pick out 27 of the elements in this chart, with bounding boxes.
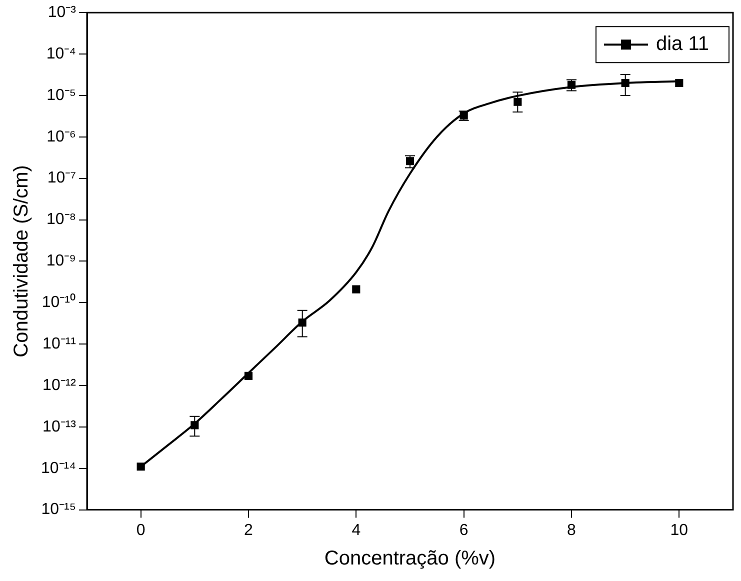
y-axis-title: Condutividade (S/cm) — [10, 165, 33, 358]
x-tick-label: 8 — [567, 522, 576, 539]
y-tick-label: 10⁻⁴ — [46, 45, 76, 62]
y-tick-label: 10⁻⁷ — [47, 170, 76, 187]
x-tick-label: 2 — [244, 522, 254, 539]
x-tick-label: 6 — [459, 522, 468, 539]
y-tick-label: 10⁻¹⁴ — [41, 460, 76, 477]
y-tick-label: 10⁻³ — [48, 4, 77, 22]
y-tick-label: 10⁻⁶ — [46, 128, 76, 146]
x-axis-title: Concentração (%v) — [324, 548, 496, 570]
x-tick-label: 0 — [136, 522, 146, 539]
point — [136, 462, 145, 471]
point — [675, 78, 684, 88]
y-tick-label: 10⁻¹⁰ — [42, 293, 76, 312]
y-tick-label: 10⁻¹⁵ — [41, 501, 76, 518]
y-tick-label: 10⁻⁸ — [46, 211, 76, 228]
y-tick-label: 10⁻⁵ — [46, 86, 76, 104]
y-tick-label: 10⁻¹³ — [42, 418, 77, 436]
y-tick-label: 10⁻¹² — [42, 376, 77, 394]
y-tick-label: 10⁻⁹ — [46, 252, 76, 270]
point — [244, 372, 253, 380]
point — [352, 285, 360, 294]
x-tick-label: 10 — [670, 522, 688, 539]
x-tick-label: 4 — [352, 522, 361, 539]
legend-label: dia 11 — [656, 33, 710, 56]
point — [190, 421, 199, 430]
y-tick-label: 10⁻¹¹ — [42, 335, 76, 352]
